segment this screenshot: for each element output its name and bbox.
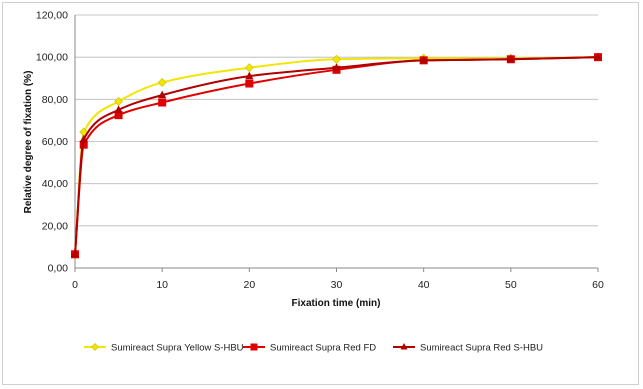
data-point [332,63,341,71]
x-tick-label: 50 [505,279,517,291]
y-tick-label: 40,00 [42,178,68,190]
series-line [74,56,599,255]
legend-item: Sumireact Supra Red FD [243,343,376,354]
data-point [245,79,254,88]
data-point [114,111,123,120]
gridlines [75,14,598,227]
legend: Sumireact Supra Yellow S-HBU Sumireact Su… [84,343,543,354]
x-axis-title: Fixation time (min) [292,298,381,309]
x-tick-labels: 0 10 20 30 40 50 60 [72,279,604,291]
x-tick-label: 20 [243,279,255,291]
y-tick-label: 120,00 [36,10,68,22]
y-tick-label: 100,00 [36,52,68,64]
data-point [71,249,79,258]
x-tick-label: 40 [418,279,430,291]
legend-item: Sumireact Supra Red S-HBU [393,343,543,354]
y-tick-label: 80,00 [42,94,68,106]
data-point [244,63,254,73]
y-axis-title: Relative degree of fixation (%) [23,71,34,214]
series-3 [71,52,602,258]
series-1 [70,52,603,259]
series-line [74,56,599,255]
data-point [332,54,341,64]
x-tick-label: 0 [72,279,78,291]
data-point [157,78,167,87]
data-point [245,71,254,80]
y-tick-label: 0,00 [48,263,69,275]
y-tick-labels: 0,00 20,00 40,00 60,00 80,00 100,00 120,00 [36,10,68,275]
data-point [79,134,88,143]
legend-label: Sumireact Supra Yellow S-HBU [111,343,244,354]
y-tick-label: 60,00 [42,136,68,148]
legend-marker [250,343,258,351]
x-tick-label: 10 [156,279,168,291]
axes [74,15,599,272]
x-tick-label: 60 [592,279,604,291]
data-point [158,98,167,107]
data-point [506,54,515,63]
series-group [70,52,603,259]
x-tick-label: 30 [331,279,343,291]
data-point [419,55,428,64]
data-point [79,140,88,149]
legend-item: Sumireact Supra Yellow S-HBU [84,343,244,354]
legend-label: Sumireact Supra Red FD [270,343,376,354]
series-2 [71,53,602,259]
legend-marker [91,343,99,351]
data-point [158,90,167,99]
data-point [114,105,123,113]
legend-label: Sumireact Supra Red S-HBU [420,343,543,354]
data-point [594,52,602,61]
y-tick-label: 20,00 [42,220,68,232]
series-line [74,56,599,255]
legend-marker [400,343,408,350]
data-point [114,97,124,106]
chart-frame [2,2,639,385]
